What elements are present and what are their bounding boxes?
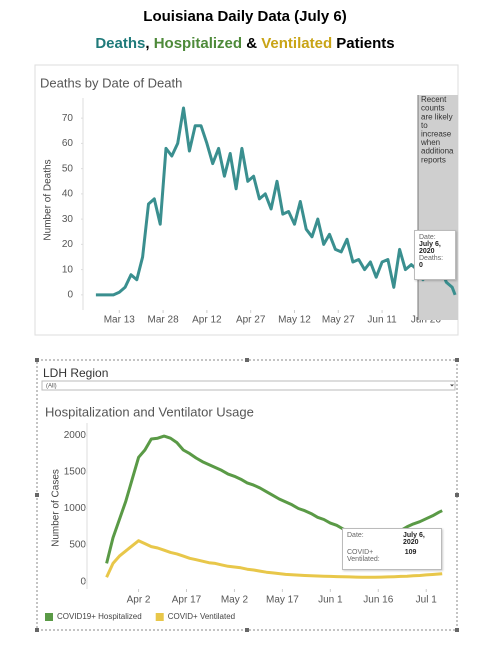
subtitle-part: Deaths [95, 35, 145, 52]
y-axis-label: Number of Deaths [43, 159, 54, 240]
shaded-note: increase [421, 130, 452, 139]
shaded-note: reports [421, 155, 446, 164]
tooltip-label: Date: [419, 234, 436, 241]
x-tick-label: May 27 [322, 315, 355, 326]
shaded-note: are likely [421, 112, 453, 121]
y-tick-label: 0 [80, 576, 86, 587]
y-tick-label: 500 [69, 540, 86, 551]
subtitle-part: & [242, 35, 261, 52]
chart-title: Hospitalization and Ventilator Usage [45, 404, 254, 419]
subtitle-part: Patients [332, 35, 395, 52]
tooltip-value: July 6, 2020 [419, 241, 441, 255]
x-tick-label: Jul 1 [416, 595, 438, 606]
y-tick-label: 50 [62, 163, 74, 174]
shaded-note: Recent [421, 95, 447, 104]
y-tick-label: 10 [62, 264, 74, 275]
panel-2 [36, 359, 458, 631]
tooltip-label: COVID+ Ventilated: [347, 549, 380, 563]
x-tick-label: May 2 [221, 595, 249, 606]
shaded-note: counts [421, 104, 445, 113]
x-tick-label: Apr 27 [236, 315, 266, 326]
shaded-note: when [420, 138, 440, 147]
x-tick-label: Apr 2 [127, 595, 151, 606]
x-tick-label: Mar 13 [104, 315, 136, 326]
panel-1 [34, 64, 459, 336]
x-tick-label: Mar 28 [148, 315, 180, 326]
shaded-note: additiona [421, 147, 454, 156]
subtitle-part: Ventilated [261, 35, 332, 52]
chart-title: Deaths by Date of Death [40, 75, 182, 90]
y-tick-label: 1500 [64, 467, 87, 478]
x-tick-label: Jun 1 [318, 595, 343, 606]
dropdown[interactable] [41, 380, 456, 391]
x-tick-label: May 12 [278, 315, 311, 326]
tooltip: Date: July 6, 2020 Deaths: 0 [414, 230, 456, 280]
y-axis-label: Number of Cases [51, 469, 62, 547]
tooltip-label: Deaths: [419, 255, 444, 262]
y-tick-label: 0 [67, 289, 73, 300]
subtitle-part: , [145, 35, 153, 52]
y-tick-label: 1000 [64, 503, 87, 514]
tooltip-value: 109 [404, 549, 417, 556]
x-tick-label: Jun 26 [411, 315, 441, 326]
shaded-region [418, 95, 458, 320]
page-subtitle: Deaths, Hospitalized & Ventilated Patien… [95, 35, 394, 52]
dropdown-arrow [450, 384, 454, 387]
x-tick-label: Jun 16 [363, 595, 393, 606]
y-tick-label: 2000 [64, 430, 87, 441]
y-tick-label: 20 [62, 239, 74, 250]
x-tick-label: Apr 17 [172, 595, 202, 606]
tooltip-label: Date: [347, 532, 364, 539]
tooltip-row: Date: July 6, 2020 [347, 532, 437, 546]
page-title: Louisiana Daily Data (July 6) [143, 8, 346, 25]
x-tick-label: Apr 12 [192, 315, 222, 326]
panel-handles [35, 358, 459, 632]
y-tick-label: 60 [62, 138, 74, 149]
legend-label: COVID19+ Hospitalized [57, 612, 142, 621]
data-line [95, 106, 457, 297]
legend-swatch [155, 613, 164, 621]
tooltip-value: July 6, 2020 [403, 532, 425, 546]
tooltip-value: 0 [419, 262, 423, 269]
tooltip-row: COVID+ Ventilated: 109 [347, 549, 437, 563]
y-tick-label: 70 [62, 113, 74, 124]
legend-label: COVID+ Ventilated [168, 612, 235, 621]
subtitle-part: Hospitalized [154, 35, 242, 52]
data-line [105, 539, 443, 579]
legend-swatch [45, 613, 53, 621]
y-tick-label: 30 [62, 214, 74, 225]
filter-label: LDH Region [43, 366, 108, 380]
y-tick-label: 40 [62, 189, 74, 200]
x-tick-label: May 17 [266, 595, 299, 606]
filter-value: (All) [46, 384, 57, 390]
tooltip: Date: July 6, 2020 COVID+ Ventilated: 109 [342, 528, 442, 570]
shaded-note: to [421, 121, 428, 130]
x-tick-label: Jun 11 [367, 315, 397, 326]
